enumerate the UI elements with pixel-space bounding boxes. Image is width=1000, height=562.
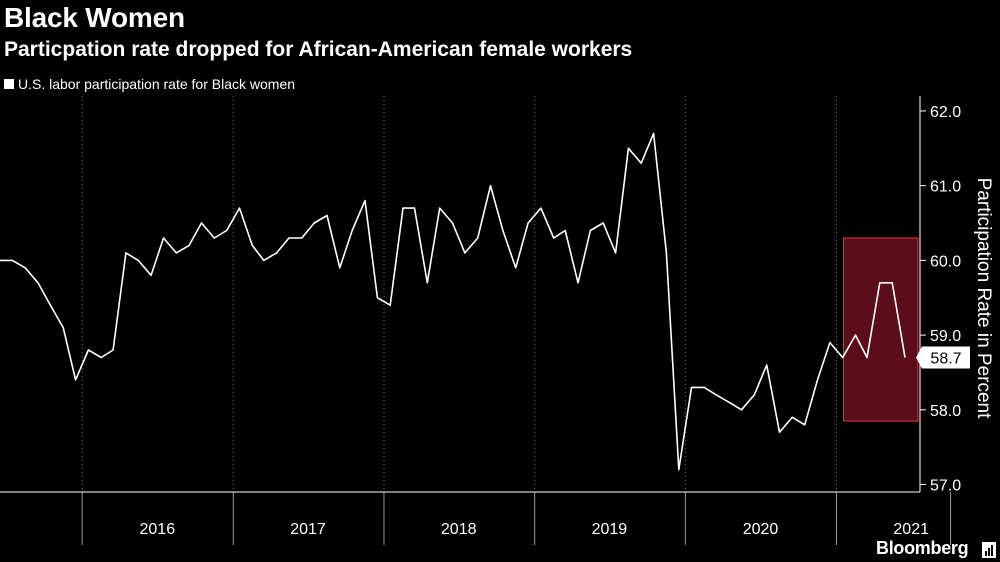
bloomberg-logo: Bloomberg [876, 538, 969, 558]
y-tick-label: 61.0 [930, 179, 961, 196]
x-tick-label: 2016 [140, 521, 176, 538]
x-tick-label: 2019 [592, 521, 628, 538]
y-tick-label: 60.0 [930, 253, 961, 270]
y-tick-label: 59.0 [930, 328, 961, 345]
x-tick-label: 2018 [441, 521, 477, 538]
y-tick-label: 58.0 [930, 403, 961, 420]
grid-group [81, 96, 837, 492]
x-tick-label: 2017 [290, 521, 326, 538]
highlight-region-group [842, 237, 919, 422]
x-tick-label: 2021 [893, 521, 929, 538]
y-tick-label: 62.0 [930, 104, 961, 121]
y-tick-label: 57.0 [930, 478, 961, 495]
last-value-callout-box [916, 346, 970, 369]
last-value-callout-group: 58.7 [916, 346, 970, 369]
chart-title: Black Women [4, 2, 185, 33]
last-value-callout-label: 58.7 [930, 351, 961, 368]
x-tick-labels: 2016 2017 2018 2019 2020 2021 [140, 521, 930, 538]
axes-group [0, 96, 952, 545]
highlight-region [842, 237, 919, 422]
y-axis-label: Participation Rate in Percent [973, 178, 994, 420]
series-line [0, 132, 906, 471]
legend-swatch [4, 79, 14, 89]
bloomberg-mark-icon [982, 542, 996, 558]
legend: U.S. labor participation rate for Black … [4, 76, 295, 92]
x-tick-label: 2020 [743, 521, 779, 538]
chart-subtitle: Particpation rate dropped for African-Am… [4, 38, 633, 61]
series-group [0, 132, 906, 471]
y-tick-labels: 57.0 58.0 59.0 60.0 61.0 62.0 [920, 104, 961, 495]
legend-label: U.S. labor participation rate for Black … [18, 76, 296, 92]
